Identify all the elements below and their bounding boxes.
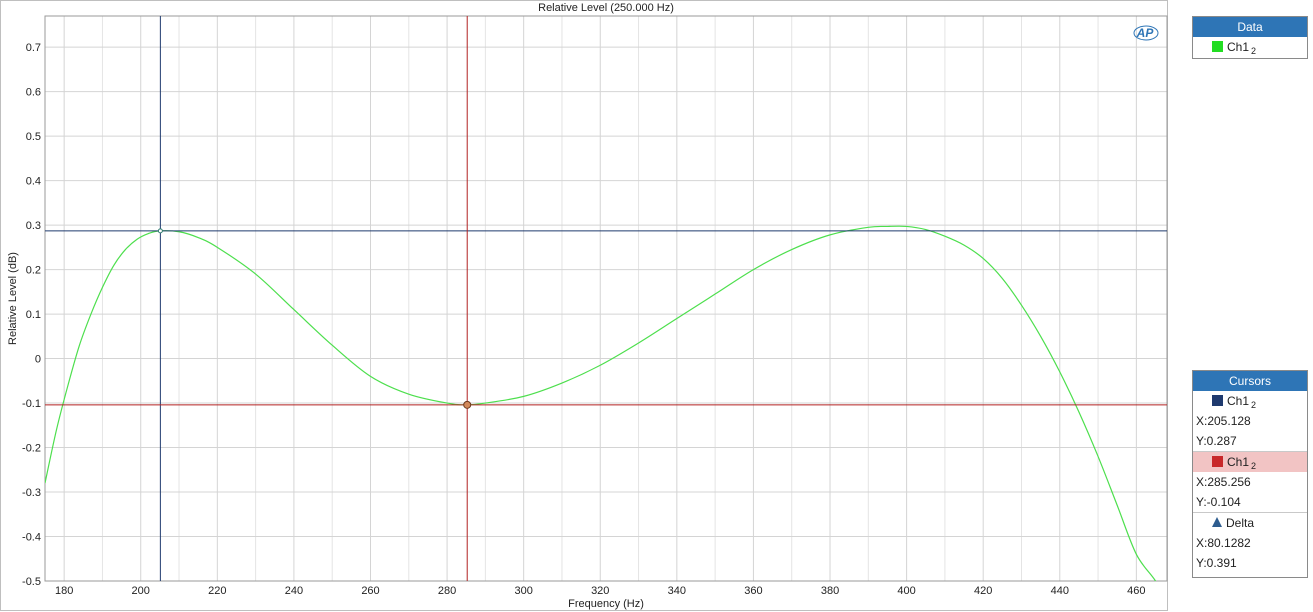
y-tick-label: 0 — [35, 354, 41, 366]
delta-y: Y:0.391 — [1196, 556, 1237, 570]
cursor-1-header[interactable]: Ch1 2 — [1193, 391, 1307, 411]
x-tick-label: 380 — [821, 585, 839, 597]
y-tick-label: 0.3 — [26, 220, 41, 232]
ap-logo-icon: AP — [1136, 26, 1155, 40]
cursor-2-x: X:285.256 — [1196, 475, 1251, 489]
cursor-2-sub: 2 — [1251, 461, 1257, 471]
delta-header: Delta — [1193, 513, 1307, 533]
delta-label: Delta — [1226, 516, 1255, 530]
x-tick-label: 260 — [361, 585, 379, 597]
series-color-swatch — [1212, 41, 1223, 52]
data-panel-title: Data — [1193, 17, 1307, 37]
delta-icon — [1212, 517, 1222, 527]
y-tick-label: 0.2 — [26, 265, 41, 277]
x-tick-label: 340 — [668, 585, 686, 597]
y-tick-label: -0.3 — [22, 487, 41, 499]
y-tick-label: 0.5 — [26, 131, 41, 143]
plot-area-border — [44, 15, 1168, 582]
y-tick-label: -0.4 — [22, 532, 41, 544]
x-tick-label: 220 — [208, 585, 226, 597]
y-tick-label: -0.2 — [22, 443, 41, 455]
cursor-1-x: X:205.128 — [1196, 414, 1251, 428]
x-tick-label: 440 — [1051, 585, 1069, 597]
ap-logo-ring — [1133, 25, 1159, 41]
delta-block: Delta X:80.1282 Y:0.391 — [1193, 512, 1307, 573]
chart-frame: 180 200 220 240 260 280 300 320 340 360 380 400 420 4… — [0, 0, 1168, 611]
cursor-1-block[interactable]: Ch1 2 X:205.128 Y:0.287 — [1193, 391, 1307, 451]
y-tick-label: 0.4 — [26, 176, 41, 188]
y-tick-label: -0.5 — [22, 576, 41, 588]
series-sub: 2 — [1251, 46, 1257, 56]
cursor-2-marker[interactable] — [463, 400, 472, 409]
cursor-2-header[interactable]: Ch1 2 — [1193, 452, 1307, 472]
x-tick-label: 360 — [744, 585, 762, 597]
cursor-2-color-swatch — [1212, 456, 1223, 467]
series-label: Ch1 — [1227, 40, 1250, 54]
x-tick-label: 300 — [514, 585, 532, 597]
relative-level-chart[interactable]: 180 200 220 240 260 280 300 320 340 360 380 400 420 4… — [1, 1, 1169, 612]
cursors-panel-title: Cursors — [1193, 371, 1307, 391]
cursor-1-marker[interactable] — [157, 228, 163, 234]
data-series-item[interactable]: Ch1 2 — [1193, 37, 1307, 57]
x-axis-label: Frequency (Hz) — [568, 598, 644, 610]
cursor-2-block[interactable]: Ch1 2 X:285.256 Y:-0.104 — [1193, 451, 1307, 512]
x-tick-label: 420 — [974, 585, 992, 597]
y-tick-label: 0.7 — [26, 42, 41, 54]
cursor-1-y: Y:0.287 — [1196, 434, 1237, 448]
x-tick-label: 180 — [55, 585, 73, 597]
data-panel: Data Ch1 2 — [1192, 16, 1308, 59]
x-tick-label: 240 — [285, 585, 303, 597]
cursor-2-label: Ch1 — [1227, 455, 1250, 469]
cursors-panel: Cursors Ch1 2 X:205.128 Y:0.287 Ch1 2 X:28… — [1192, 370, 1308, 578]
y-tick-label: 0.6 — [26, 87, 41, 99]
cursor-1-sub: 2 — [1251, 400, 1257, 410]
x-tick-label: 460 — [1127, 585, 1145, 597]
series-line-ch1 — [45, 225, 1157, 581]
cursor-1-color-swatch — [1212, 395, 1223, 406]
x-tick-label: 320 — [591, 585, 609, 597]
y-axis-label: Relative Level (dB) — [7, 252, 19, 345]
x-tick-label: 400 — [897, 585, 915, 597]
y-tick-label: -0.1 — [22, 398, 41, 410]
chart-title: Relative Level (250.000 Hz) — [538, 2, 674, 14]
cursor-1-label: Ch1 — [1227, 394, 1250, 408]
x-tick-label: 280 — [438, 585, 456, 597]
cursor-2-y: Y:-0.104 — [1196, 495, 1241, 509]
y-tick-label: 0.1 — [26, 309, 41, 321]
delta-x: X:80.1282 — [1196, 536, 1251, 550]
x-tick-label: 200 — [132, 585, 150, 597]
